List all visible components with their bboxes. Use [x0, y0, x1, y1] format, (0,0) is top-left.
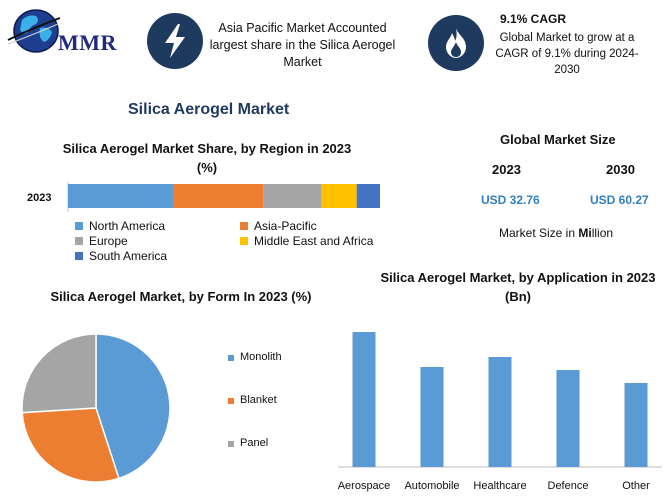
market-size-unit: Market Size in Million: [499, 226, 613, 240]
region-bar-segment-south-america: [356, 184, 380, 208]
market-year-2023: 2023: [492, 162, 521, 177]
application-tick-label-other: Other: [622, 480, 650, 492]
cagr-title: 9.1% CAGR: [500, 12, 567, 26]
market-value-2030: USD 60.27: [590, 193, 649, 207]
application-bar-defence: [556, 370, 580, 467]
page-title: Silica Aerogel Market: [128, 101, 290, 118]
application-bar-healthcare: [488, 357, 512, 467]
region-legend: North America Asia-Pacific Europe Middle Ea…: [75, 219, 395, 263]
flame-icon: [446, 28, 466, 58]
region-bar-segment-asia-pacific: [172, 184, 264, 208]
header-band: [0, 0, 670, 90]
pie-slice-panel: [21, 333, 97, 414]
lightning-icon-circle: [147, 13, 203, 69]
region-chart: 2023: [0, 182, 380, 212]
market-year-2030: 2030: [606, 162, 635, 177]
application-tick-label-healthcare: Healthcare: [473, 480, 526, 492]
application-bar-other: [624, 383, 648, 467]
region-category-label: 2023: [27, 192, 51, 204]
globe-icon: [7, 9, 61, 53]
form-pie-chart: [18, 330, 178, 486]
legend-swatch: [75, 222, 83, 230]
application-chart: Aerospace Automobile Healthcare Defence Othe…: [330, 320, 670, 495]
pie-slice-blanket: [21, 407, 120, 483]
region-chart-svg: 2023: [27, 182, 380, 212]
legend-label: Panel: [240, 437, 269, 449]
legend-label: Middle East and Africa: [254, 234, 374, 248]
legend-swatch: [75, 252, 83, 260]
legend-label: Asia-Pacific: [254, 219, 317, 233]
application-bar-aerospace: [352, 332, 376, 467]
legend-swatch: [228, 355, 234, 361]
legend-label: North America: [89, 219, 166, 233]
legend-swatch: [228, 398, 234, 404]
legend-swatch: [240, 237, 248, 245]
form-legend-item-blanket: Blanket: [228, 394, 328, 437]
legend-label: South America: [89, 249, 168, 263]
form-legend: Monolith Blanket Panel: [228, 351, 328, 480]
application-bar-automobile: [420, 367, 444, 467]
cagr-text: Global Market to grow at a CAGR of 9.1% …: [495, 32, 639, 76]
form-legend-item-monolith: Monolith: [228, 351, 328, 394]
legend-label: Monolith: [240, 351, 282, 363]
logo: [6, 6, 138, 60]
region-legend-item-south-america: South America: [75, 249, 240, 263]
form-legend-item-panel: Panel: [228, 437, 328, 480]
lightning-icon: [165, 24, 185, 58]
market-size-title: Global Market Size: [500, 132, 616, 147]
headline-text: Asia Pacific Market Accounted largest sh…: [209, 21, 396, 69]
region-bar-segment-europe: [263, 184, 322, 208]
region-legend-item-asia-pacific: Asia-Pacific: [240, 219, 400, 233]
region-legend-item-middle-east-and-africa: Middle East and Africa: [240, 234, 400, 248]
region-chart-title: Silica Aerogel Market Share, by Region i…: [62, 141, 352, 175]
logo-text: MMR: [58, 30, 117, 55]
legend-label: Europe: [89, 234, 128, 248]
pie-slice-monolith: [95, 333, 171, 480]
application-tick-label-automobile: Automobile: [404, 480, 459, 492]
region-legend-item-europe: Europe: [75, 234, 240, 248]
market-value-2023: USD 32.76: [481, 193, 540, 207]
application-chart-title: Silica Aerogel Market, by Application in…: [380, 270, 656, 304]
flame-icon-circle: [428, 15, 484, 71]
legend-swatch: [240, 222, 248, 230]
application-tick-label-defence: Defence: [548, 480, 589, 492]
application-chart-svg: Aerospace Automobile Healthcare Defence Othe…: [338, 332, 662, 492]
region-bar-segment-north-america: [68, 184, 173, 208]
region-bar-segment-middle-east-and-africa: [321, 184, 357, 208]
market-size-unit-prefix: Market Size in: [499, 226, 579, 240]
form-chart-title: Silica Aerogel Market, by Form In 2023 (…: [50, 289, 312, 304]
market-size-unit-suffix: llion: [591, 226, 614, 240]
form-pie-svg: [21, 333, 171, 483]
application-tick-label-aerospace: Aerospace: [338, 480, 391, 492]
legend-swatch: [75, 237, 83, 245]
region-legend-item-north-america: North America: [75, 219, 240, 233]
market-size-unit-bold: Mi: [578, 226, 592, 240]
legend-swatch: [228, 441, 234, 447]
legend-label: Blanket: [240, 394, 277, 406]
